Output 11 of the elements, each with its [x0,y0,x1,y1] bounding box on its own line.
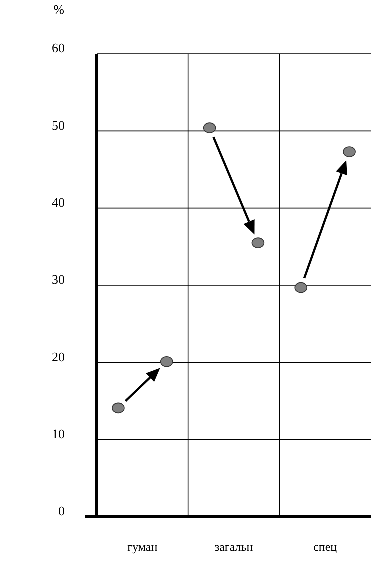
y-tick-label: 10 [52,426,65,442]
y-tick-label: 40 [52,195,65,210]
y-tick-label: 50 [52,118,65,133]
y-tick-label: 20 [52,349,65,364]
y-tick-label: 60 [52,40,65,56]
y-tick-label: 30 [52,272,65,288]
y-tick-label: 0 [58,504,65,519]
x-tick-label: загальн [214,540,254,554]
y-axis-title: % [54,2,65,17]
x-tick-label: спец [314,540,338,554]
x-tick-label: гуман [128,540,158,554]
